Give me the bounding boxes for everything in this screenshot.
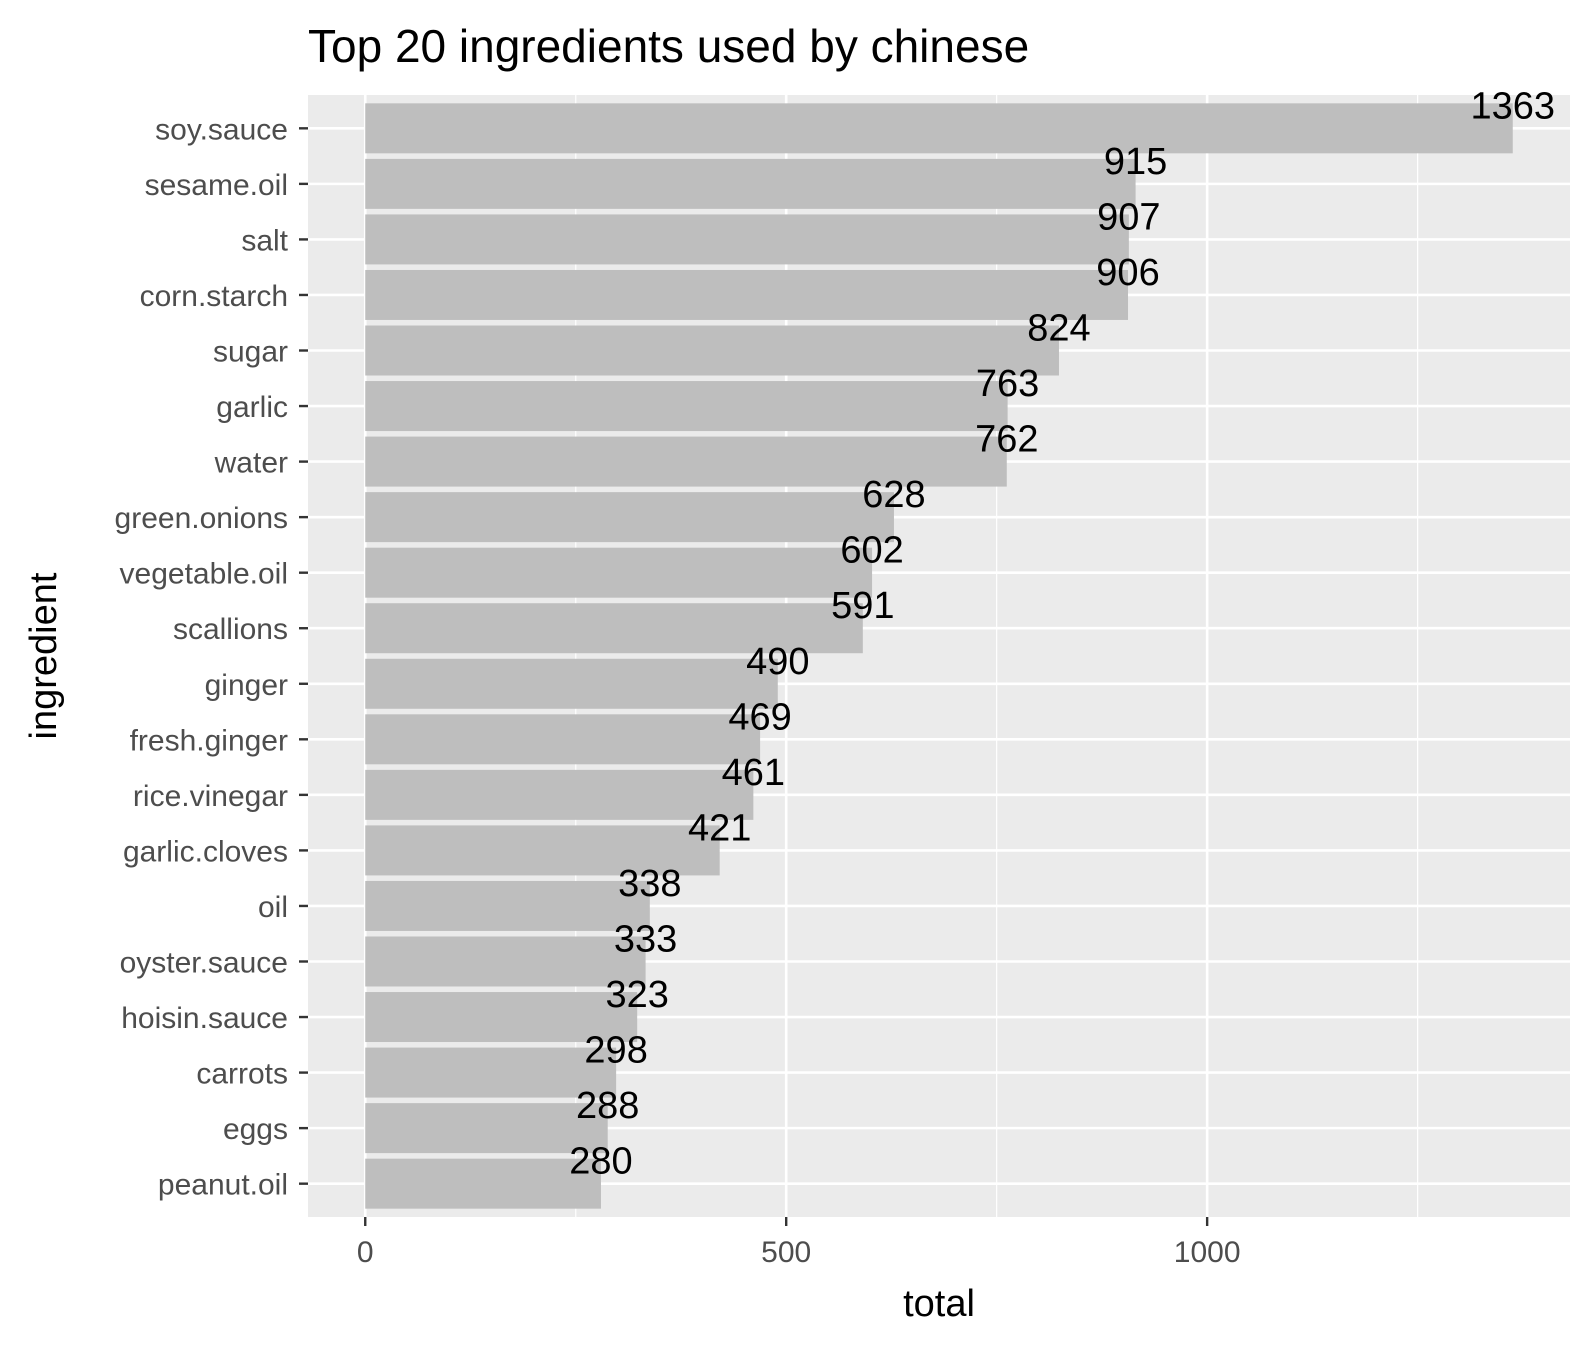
data-label-ginger: 490 [746, 641, 809, 683]
x-tick-label-1000: 1000 [1174, 1236, 1241, 1269]
data-label-salt: 907 [1097, 196, 1160, 238]
x-tick-label-500: 500 [761, 1236, 811, 1269]
y-axis-title: ingredient [23, 572, 65, 739]
data-label-sugar: 824 [1027, 308, 1090, 350]
bar-eggs [365, 1103, 608, 1154]
y-tick-label-carrots: carrots [196, 1058, 288, 1091]
y-tick-label-hoisin.sauce: hoisin.sauce [121, 1002, 288, 1035]
y-tick-label-rice.vinegar: rice.vinegar [133, 780, 288, 813]
bar-scallions [365, 603, 863, 654]
y-axis: soy.sauce sesame.oil salt corn.starch sugar g… [115, 113, 308, 1202]
x-tick-label-0: 0 [357, 1236, 374, 1269]
y-tick-label-ginger: ginger [205, 669, 288, 702]
y-tick-label-fresh.ginger: fresh.ginger [130, 724, 288, 757]
bar-fresh.ginger [365, 714, 761, 765]
bar-sugar [365, 325, 1059, 376]
bar-water [365, 436, 1007, 487]
y-tick-label-garlic: garlic [216, 391, 288, 424]
y-tick-label-vegetable.oil: vegetable.oil [120, 558, 288, 591]
data-label-scallions: 591 [831, 585, 894, 627]
data-label-oyster.sauce: 333 [614, 918, 677, 960]
bar-green.onions [365, 492, 894, 543]
data-label-garlic: 763 [976, 363, 1039, 405]
x-axis: 0 500 1000 [357, 1217, 1241, 1269]
y-tick-label-oyster.sauce: oyster.sauce [120, 946, 288, 979]
data-label-eggs: 288 [576, 1085, 639, 1127]
y-tick-label-eggs: eggs [223, 1113, 288, 1146]
bar-peanut.oil [365, 1158, 601, 1209]
y-tick-label-green.onions: green.onions [115, 502, 288, 535]
bar-rice.vinegar [365, 769, 754, 820]
data-label-rice.vinegar: 461 [722, 752, 785, 794]
data-label-sesame.oil: 915 [1104, 141, 1167, 183]
chart-title: Top 20 ingredients used by chinese [308, 20, 1029, 72]
data-label-vegetable.oil: 602 [840, 530, 903, 572]
bar-salt [365, 214, 1129, 265]
bar-ginger [365, 658, 778, 709]
data-label-hoisin.sauce: 323 [605, 974, 668, 1016]
bar-oil [365, 880, 650, 931]
data-label-fresh.ginger: 469 [728, 696, 791, 738]
y-tick-label-sugar: sugar [213, 336, 288, 369]
y-tick-label-salt: salt [241, 224, 288, 257]
bar-hoisin.sauce [365, 992, 638, 1043]
data-label-soy.sauce: 1363 [1470, 85, 1555, 127]
data-label-garlic.cloves: 421 [688, 807, 751, 849]
y-tick-label-scallions: scallions [173, 613, 288, 646]
data-label-peanut.oil: 280 [569, 1141, 632, 1183]
y-tick-label-corn.starch: corn.starch [140, 280, 288, 313]
bar-soy.sauce [365, 103, 1513, 154]
y-tick-label-sesame.oil: sesame.oil [145, 169, 288, 202]
bar-garlic [365, 381, 1008, 432]
y-tick-label-soy.sauce: soy.sauce [155, 113, 288, 146]
data-label-corn.starch: 906 [1096, 252, 1159, 294]
bar-carrots [365, 1047, 617, 1098]
bars [365, 103, 1513, 1209]
data-label-carrots: 298 [584, 1030, 647, 1072]
bar-corn.starch [365, 269, 1129, 320]
y-tick-label-oil: oil [258, 891, 288, 924]
y-tick-label-water: water [214, 447, 288, 480]
y-tick-label-peanut.oil: peanut.oil [158, 1169, 288, 1202]
data-label-oil: 338 [618, 863, 681, 905]
bar-oyster.sauce [365, 936, 646, 987]
data-label-water: 762 [975, 419, 1038, 461]
bar-vegetable.oil [365, 547, 873, 598]
y-tick-label-garlic.cloves: garlic.cloves [123, 835, 288, 868]
x-axis-title: total [903, 1283, 975, 1325]
bar-garlic.cloves [365, 825, 720, 876]
data-label-green.onions: 628 [862, 474, 925, 516]
bar-sesame.oil [365, 158, 1136, 209]
